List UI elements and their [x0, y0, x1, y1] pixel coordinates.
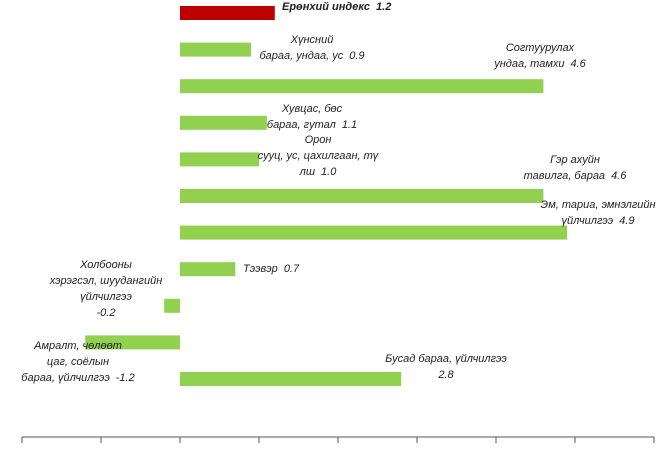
bar [180, 42, 252, 57]
value-label: -0.2 [97, 307, 116, 319]
category-label: бараа, үйлчилгээ [21, 372, 110, 384]
value-label: -1.2 [116, 372, 135, 384]
category-label: Хүнсний [290, 34, 334, 46]
category-label: үйлчилгээ [561, 215, 613, 227]
category-label: цаг, соёлын [47, 356, 109, 368]
value-label: 1.2 [376, 1, 391, 13]
category-label: бараа, ундаа, ус [259, 50, 343, 62]
data-label: Гэр ахуйн тавилга, бараа 4.6 [524, 154, 628, 182]
bar [180, 115, 267, 130]
category-label: Согтуурулах [506, 42, 575, 54]
category-label: Холбооны [79, 259, 132, 271]
value-label: 0.9 [349, 50, 364, 62]
value-label: 2.8 [437, 369, 454, 381]
data-label: Орон сууц, ус, цахилгаан, тү лш 1.0 [258, 134, 380, 178]
category-label: тавилга, бараа [524, 170, 605, 182]
data-label: Эм, тариа, эмнэлгийн үйлчилгээ 4.9 [540, 199, 655, 227]
category-label: үйлчилгээ [80, 291, 132, 303]
value-label: 0.7 [284, 263, 300, 275]
category-label: бараа, гутал [267, 119, 336, 131]
data-label: Ерөнхий индекс 1.2 [282, 1, 391, 13]
bar [180, 6, 275, 20]
value-label: 1.1 [342, 119, 357, 131]
bar [180, 372, 402, 386]
category-label: лш [299, 166, 315, 178]
bar [180, 189, 544, 203]
data-label: Согтуурулах ундаа, тамхи 4.6 [493, 42, 586, 70]
bar [85, 335, 180, 350]
category-label: ундаа, тамхи [493, 58, 564, 70]
data-label: Хүнсний бараа, ундаа, ус 0.9 [259, 34, 364, 62]
category-label: Амралт, чөлөөт [33, 340, 122, 352]
data-label: Хувцас, бөс бараа, гутал 1.1 [267, 103, 357, 131]
category-label: Гэр ахуйн [550, 154, 600, 166]
data-label: Бусад бараа, үйлчилгээ 2.8 [385, 353, 507, 381]
category-label: Эм, тариа, эмнэлгийн [540, 199, 655, 211]
data-label: Тээвэр 0.7 [243, 263, 300, 275]
bar [180, 225, 568, 240]
category-label: сууц, ус, цахилгаан, тү [258, 150, 380, 162]
category-label: хэрэгсэл, шуудангийн [49, 275, 163, 287]
value-label: 4.6 [571, 58, 587, 70]
category-label: Хувцас, бөс [281, 103, 343, 115]
data-label: Амралт, чөлөөт цаг, соёлын бараа, үйлчилгэ… [21, 340, 134, 384]
category-label: Бусад бараа, үйлчилгээ [385, 353, 507, 365]
category-label: Орон [305, 134, 332, 146]
bar [180, 152, 259, 167]
value-label: 1.0 [321, 166, 337, 178]
value-label: 4.9 [619, 215, 634, 227]
value-label: 4.6 [611, 170, 627, 182]
category-label: Тээвэр [243, 263, 278, 275]
bar [180, 262, 236, 277]
data-label: Холбооны хэрэгсэл, шуудангийн үйлчилгээ -0.… [49, 259, 163, 319]
bar [164, 298, 180, 313]
category-label: Ерөнхий индекс [282, 1, 370, 13]
bar [180, 79, 544, 94]
